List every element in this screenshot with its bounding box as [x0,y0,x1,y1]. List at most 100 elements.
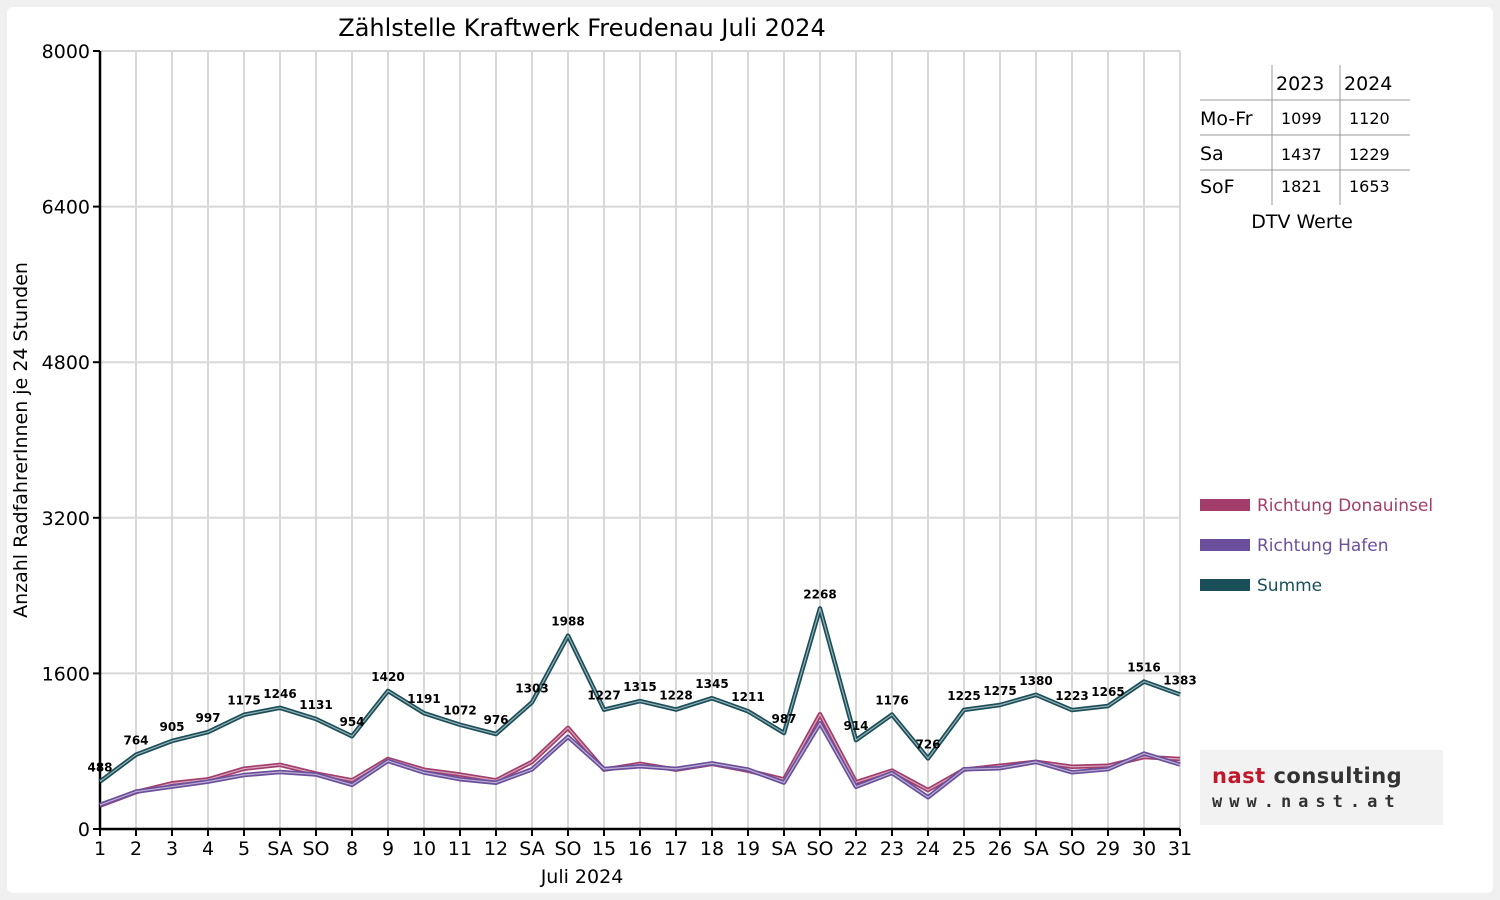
y-ticks: 0 1600 3200 4800 6400 8000 [42,41,100,841]
dtv-value: 1821 [1281,177,1322,196]
dtv-value: 1120 [1349,109,1390,128]
dtv-row-label: Sa [1200,143,1224,165]
x-tick-label: SO [1058,838,1085,860]
data-label: 1420 [371,670,404,684]
data-label: 1315 [623,680,656,694]
chart-title: Zählstelle Kraftwerk Freudenau Juli 2024 [338,14,825,42]
data-label: 976 [483,713,508,727]
legend-swatch-hafen [1200,539,1250,551]
x-tick-label: 16 [628,838,652,860]
y-tick-label: 6400 [42,197,90,219]
legend-swatch-donauinsel [1200,499,1250,511]
x-tick-label: SO [806,838,833,860]
dtv-col-header: 2024 [1344,73,1392,95]
x-axis-label: Juli 2024 [540,866,624,888]
x-tick-label: 30 [1132,838,1156,860]
data-label: 1211 [731,690,764,704]
x-tick-label: 18 [700,838,724,860]
dtv-row-label: SoF [1200,176,1235,198]
data-label: 1228 [659,689,692,703]
data-label: 1380 [1019,674,1052,688]
data-label: 905 [159,720,184,734]
x-tick-label: 4 [202,838,214,860]
dtv-value: 1229 [1349,145,1390,164]
data-label: 1265 [1091,685,1124,699]
x-tick-label: 23 [880,838,904,860]
x-tick-label: SO [302,838,329,860]
legend-label-hafen: Richtung Hafen [1257,536,1388,556]
x-tick-label: 3 [166,838,178,860]
x-tick-label: SA [1023,838,1048,860]
data-label: 1175 [227,694,260,708]
y-tick-label: 1600 [42,663,90,685]
data-label: 954 [339,715,364,729]
x-tick-label: 19 [736,838,760,860]
data-label: 1246 [263,687,296,701]
data-label: 1516 [1127,661,1160,675]
dtv-caption: DTV Werte [1251,211,1353,233]
legend-label-summe: Summe [1257,576,1322,596]
logo-word-nast: nast [1212,764,1266,788]
x-tick-label: SA [267,838,292,860]
x-tick-label: 29 [1096,838,1120,860]
x-tick-label: 22 [844,838,868,860]
x-tick-label: 9 [382,838,394,860]
data-label: 726 [915,737,940,751]
chart-panel [7,7,1493,893]
x-tick-label: 2 [130,838,142,860]
logo-word-consulting: consulting [1273,764,1403,788]
x-tick-label: 5 [238,838,250,860]
data-label: 1225 [947,689,980,703]
series-lines [98,606,1181,808]
data-label: 1176 [875,694,908,708]
dtv-col-header: 2023 [1276,73,1324,95]
data-label: 488 [87,761,112,775]
data-label: 764 [123,734,148,748]
data-label: 1303 [515,681,548,695]
data-label: 914 [843,719,868,733]
series-line-highlight [99,713,1181,807]
data-label: 1227 [587,689,620,703]
x-tick-label: SA [771,838,796,860]
company-logo: nast consulting www.nast.at [1200,750,1443,825]
legend: Richtung Donauinsel Richtung Hafen Summe [1200,496,1433,596]
x-tick-label: 8 [346,838,358,860]
data-label: 1131 [299,698,332,712]
y-tick-label: 4800 [42,352,90,374]
legend-label-donauinsel: Richtung Donauinsel [1257,496,1433,516]
dtv-value: 1437 [1281,145,1322,164]
x-tick-label: 25 [952,838,976,860]
legend-swatch-summe [1200,579,1250,591]
dtv-table: 2023 2024 Mo-Fr 1099 1120 Sa 1437 1229 S… [1200,65,1410,233]
x-tick-label: 12 [484,838,508,860]
data-label: 997 [195,711,220,725]
x-ticks: 1 2 3 4 5 SA SO 8 9 10 11 12 SA SO 15 16 17 18 19 SA SO 22 23 2… [94,829,1192,860]
x-tick-label: 31 [1168,838,1192,860]
x-tick-label: 26 [988,838,1012,860]
data-label: 1345 [695,677,728,691]
logo-url: www.nast.at [1212,792,1402,812]
y-axis-label: Anzahl RadfahrerInnen je 24 Stunden [10,262,32,618]
x-tick-label: 10 [412,838,436,860]
data-label: 1383 [1163,674,1196,688]
data-label: 1072 [443,704,476,718]
y-tick-label: 3200 [42,508,90,530]
dtv-row-label: Mo-Fr [1200,108,1253,130]
x-tick-label: SA [519,838,544,860]
data-label: 1223 [1055,689,1088,703]
series-line-highlight [99,607,1181,783]
data-label: 1988 [551,615,584,629]
dtv-value: 1653 [1349,177,1390,196]
x-tick-label: 17 [664,838,688,860]
data-label: 1191 [407,692,440,706]
series-line-highlight [99,722,1181,806]
x-tick-label: 15 [592,838,616,860]
dtv-value: 1099 [1281,109,1322,128]
data-label: 987 [771,712,796,726]
y-tick-label: 8000 [42,41,90,63]
data-label: 2268 [803,587,836,601]
x-tick-label: 24 [916,838,940,860]
